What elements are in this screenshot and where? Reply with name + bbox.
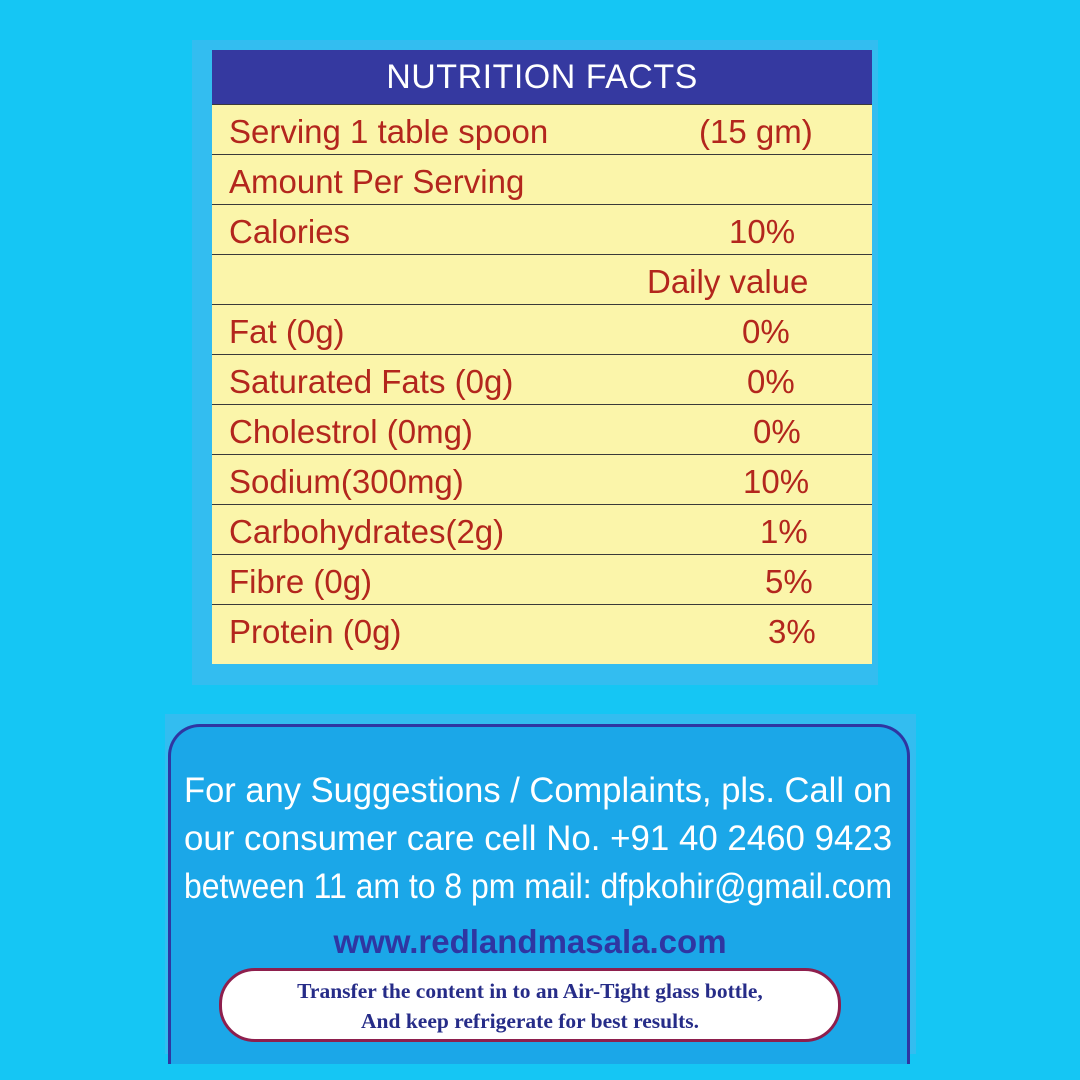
row-label: Serving 1 table spoon [229, 113, 549, 150]
contact-line-suggestions: For any Suggestions / Complaints, pls. C… [184, 771, 892, 810]
table-row: Fibre (0g) 5% [212, 554, 872, 604]
row-label: Cholestrol (0mg) [229, 413, 473, 450]
table-row: Saturated Fats (0g) 0% [212, 354, 872, 404]
row-value: 10% [743, 463, 810, 500]
row-label: Carbohydrates(2g) [229, 513, 505, 550]
website-link[interactable]: www.redlandmasala.com [333, 923, 727, 960]
table-row: Cholestrol (0mg) 0% [212, 404, 872, 454]
row-value: 10% [729, 213, 796, 250]
contact-line-hours-email: between 11 am to 8 pm mail: dfpkohir@gma… [184, 867, 893, 906]
table-row: Sodium(300mg) 10% [212, 454, 872, 504]
table-row: Calories 10% [212, 204, 872, 254]
storage-note-line: Transfer the content in to an Air-Tight … [297, 979, 763, 1003]
nutrition-facts-table: NUTRITION FACTS Serving 1 table spoon (1… [212, 50, 872, 664]
row-label: Sodium(300mg) [229, 463, 464, 500]
table-row: Daily value [212, 254, 872, 304]
row-value: 0% [747, 363, 795, 400]
storage-note-line: And keep refrigerate for best results. [361, 1009, 699, 1033]
row-label: Calories [229, 213, 351, 250]
contact-text: For any Suggestions / Complaints, pls. C… [184, 767, 892, 911]
row-value: (15 gm) [699, 113, 813, 150]
row-label: Fat (0g) [229, 313, 345, 350]
row-value: 5% [765, 563, 813, 600]
row-label: Fibre (0g) [229, 563, 373, 600]
daily-value-header: Daily value [647, 263, 809, 300]
table-row: Protein (0g) 3% [212, 604, 872, 654]
table-row: Serving 1 table spoon (15 gm) [212, 104, 872, 154]
contact-line-phone: our consumer care cell No. +91 40 2460 9… [184, 819, 893, 858]
table-row: Carbohydrates(2g) 1% [212, 504, 872, 554]
nutrition-facts-title: NUTRITION FACTS [212, 50, 872, 104]
row-value: 0% [742, 313, 790, 350]
storage-note: Transfer the content in to an Air-Tight … [219, 968, 841, 1042]
table-row: Fat (0g) 0% [212, 304, 872, 354]
row-value: 0% [753, 413, 801, 450]
row-label: Amount Per Serving [229, 163, 525, 200]
row-label: Saturated Fats (0g) [229, 363, 514, 400]
row-label: Protein (0g) [229, 613, 402, 650]
row-value: 1% [760, 513, 808, 550]
table-row: Amount Per Serving [212, 154, 872, 204]
row-value: 3% [768, 613, 816, 650]
